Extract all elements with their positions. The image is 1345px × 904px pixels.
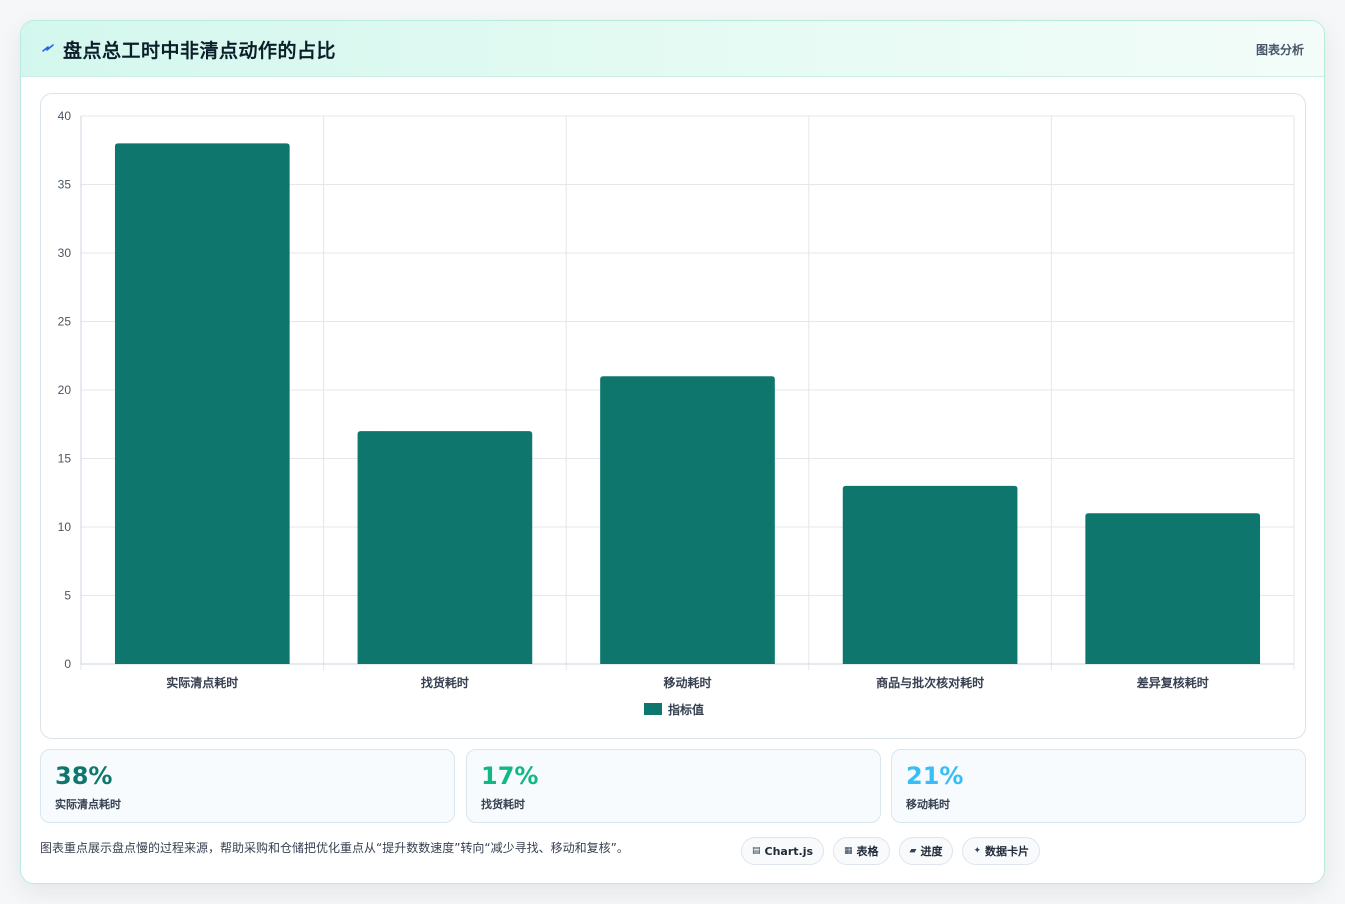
pill-label: 进度: [920, 845, 943, 858]
pill-data-card[interactable]: ✦ 数据卡片: [962, 837, 1041, 865]
x-tick-label: 商品与批次核对耗时: [876, 675, 984, 690]
table-icon: ▦: [844, 846, 853, 856]
legend-swatch: [644, 703, 662, 715]
y-tick-label: 20: [58, 383, 72, 397]
y-tick-label: 30: [58, 246, 72, 260]
chart-analysis-tag: 图表分析: [1255, 43, 1304, 57]
bar: [1085, 513, 1261, 664]
chart-card: 盘点总工时中非清点动作的占比 图表分析 0 5 10 15 20 25 30 35 40 实际清点…: [20, 20, 1325, 884]
x-tick-label: 实际清点耗时: [166, 675, 238, 690]
pill-label: 数据卡片: [985, 845, 1030, 858]
stat-value: 17%: [481, 762, 539, 790]
x-tick-label: 移动耗时: [663, 675, 711, 690]
chart-icon: ▤: [752, 846, 761, 856]
stat-card-2: 17% 找货耗时: [466, 749, 881, 823]
y-tick-label: 40: [58, 109, 72, 123]
x-tick-label: 找货耗时: [421, 675, 469, 690]
bar: [600, 376, 775, 664]
bar: [357, 431, 533, 664]
stat-card-3: 21% 移动耗时: [891, 749, 1306, 823]
card-header: 盘点总工时中非清点动作的占比 图表分析: [21, 21, 1324, 77]
y-tick-label: 10: [58, 520, 72, 534]
pill-progress[interactable]: ▰ 进度: [898, 837, 954, 865]
y-tick-label: 0: [64, 657, 71, 671]
pill-label: 表格: [856, 845, 879, 858]
stat-value: 38%: [55, 762, 113, 790]
pill-chartjs[interactable]: ▤ Chart.js: [741, 837, 825, 865]
chart-panel: 0 5 10 15 20 25 30 35 40 实际清点耗时 找货耗时 移动耗时 商品与批次核对耗时 差…: [40, 93, 1306, 739]
stat-label: 移动耗时: [906, 798, 950, 811]
bar: [842, 485, 1018, 664]
y-tick-label: 15: [58, 452, 72, 466]
y-tick-label: 25: [58, 315, 72, 329]
stat-label: 找货耗时: [481, 798, 525, 811]
pill-label: Chart.js: [764, 844, 814, 858]
legend-label: 指标值: [668, 702, 704, 717]
stat-value: 21%: [906, 762, 964, 790]
chart-title: 盘点总工时中非清点动作的占比: [63, 40, 337, 62]
feature-pills: ▤ Chart.js ▦ 表格 ▰ 进度 ✦ 数据卡片: [741, 837, 1041, 865]
stat-label: 实际清点耗时: [55, 798, 121, 811]
x-tick-label: 差异复核耗时: [1136, 675, 1209, 690]
y-tick-label: 5: [64, 589, 71, 603]
progress-icon: ▰: [909, 846, 917, 856]
pill-table[interactable]: ▦ 表格: [833, 837, 890, 865]
lightning-icon: [42, 44, 54, 52]
sparkle-icon: ✦: [973, 846, 982, 856]
bar: [114, 143, 290, 664]
bar-chart: 0 5 10 15 20 25 30 35 40 实际清点耗时 找货耗时 移动耗时 商品与批次核对耗时 差…: [58, 109, 1295, 717]
y-tick-label: 35: [58, 178, 72, 192]
chart-footnote: 图表重点展示盘点慢的过程来源，帮助采购和仓储把优化重点从“提升数数速度”转向“减…: [40, 841, 629, 855]
stat-card-1: 38% 实际清点耗时: [40, 749, 455, 823]
